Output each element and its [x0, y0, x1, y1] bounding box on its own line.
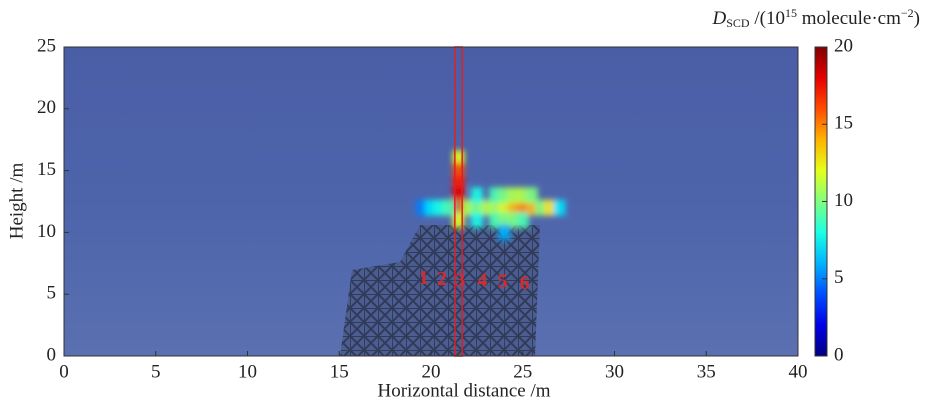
- chart: 123456 Horizontal distance /m Height /m …: [0, 0, 929, 402]
- y-tick-label: 15: [37, 159, 56, 180]
- y-tick-label: 25: [37, 35, 56, 56]
- y-tick-label: 5: [47, 283, 57, 304]
- heatmap-cell: [471, 187, 483, 203]
- colorbar-end: ): [914, 8, 920, 29]
- x-tick-label: 35: [697, 361, 716, 382]
- colorbar-exp2: −2: [901, 6, 914, 20]
- heatmap-cell: [498, 224, 510, 240]
- heatmap-cell: [526, 187, 538, 203]
- colorbar-text2: molecule·cm: [797, 8, 901, 29]
- y-tick-label: 20: [37, 97, 56, 118]
- stack-label: 1: [419, 267, 429, 289]
- x-axis-label: Horizontal distance /m: [377, 380, 550, 401]
- colorbar-subscript: SCD: [726, 16, 750, 30]
- stack-label: 4: [477, 269, 487, 291]
- stack-label: 6: [520, 272, 530, 294]
- colorbar-text: /(10: [750, 8, 785, 29]
- x-tick-label: 0: [59, 361, 69, 382]
- colorbar-label: DSCD /(1015 molecule·cm−2): [712, 6, 920, 30]
- colorbar-tick-label: 15: [834, 113, 853, 134]
- y-tick-label: 0: [47, 344, 57, 365]
- colorbar-tick-label: 5: [834, 267, 844, 288]
- y-tick-label: 10: [37, 221, 56, 242]
- heatmap-cell: [517, 212, 529, 228]
- y-axis-label: Height /m: [6, 163, 27, 240]
- x-tick-label: 30: [605, 361, 624, 382]
- colorbar-tick-label: 10: [834, 190, 853, 211]
- heatmap-cell: [553, 200, 565, 216]
- stack-label: 5: [498, 271, 508, 293]
- x-tick-label: 5: [151, 361, 161, 382]
- x-tick-label: 20: [422, 361, 441, 382]
- x-tick-label: 10: [238, 361, 257, 382]
- x-tick-label: 40: [789, 361, 808, 382]
- colorbar-symbol: D: [712, 8, 727, 29]
- heatmap-cell: [443, 200, 455, 216]
- x-tick-label: 15: [330, 361, 349, 382]
- stack-label: 3: [455, 269, 465, 291]
- colorbar-tick-label: 0: [834, 344, 844, 365]
- x-tick-label: 25: [513, 361, 532, 382]
- heatmap-cell: [471, 212, 483, 228]
- colorbar-exp: 15: [785, 6, 797, 20]
- stack-label: 2: [437, 268, 447, 290]
- colorbar-tick-label: 20: [834, 35, 853, 56]
